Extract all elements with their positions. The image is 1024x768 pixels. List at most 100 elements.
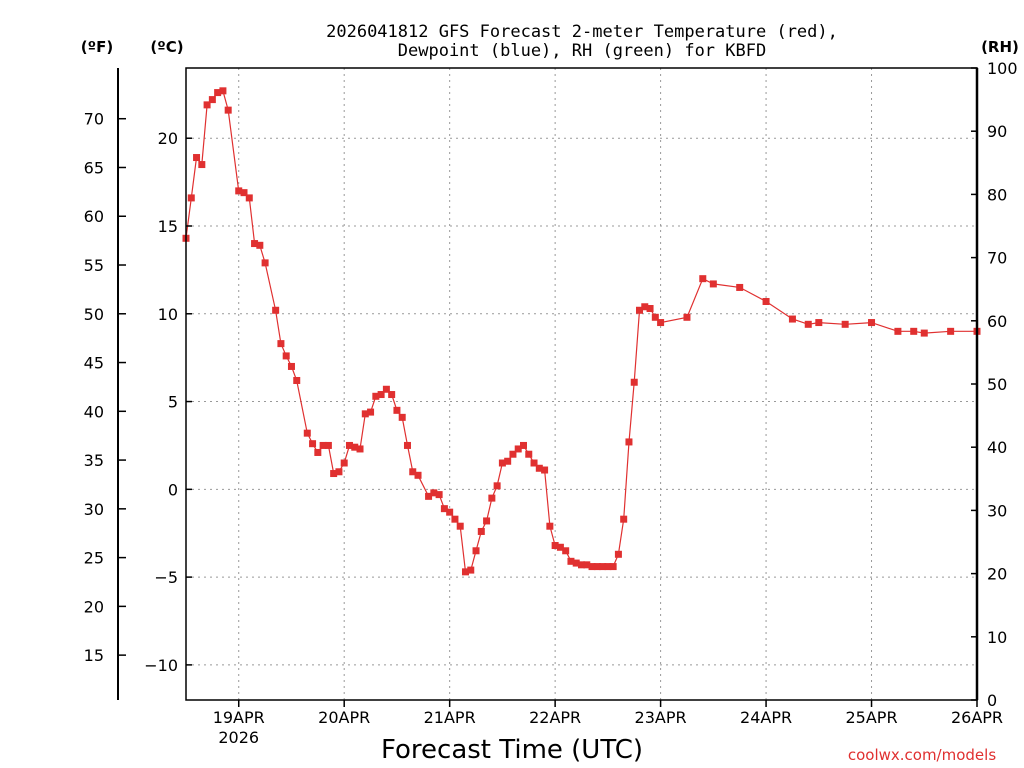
x-tick-label: 24APR (740, 708, 792, 727)
temperature-c-point (345, 441, 353, 449)
temperature-c-point (372, 392, 380, 400)
temperature-c-point (556, 543, 564, 551)
temperature-c-point (646, 305, 654, 313)
fahrenheit-tick-label: 70 (84, 110, 104, 129)
temperature-c-point (303, 429, 311, 437)
temperature-c-point (572, 559, 580, 567)
fahrenheit-tick-label: 30 (84, 500, 104, 519)
temperature-c-point (446, 508, 454, 516)
temperature-c-point (947, 327, 955, 335)
temperature-c-point (567, 557, 575, 565)
temperature-c-point (245, 194, 253, 202)
celsius-tick-label: 10 (158, 305, 178, 324)
temperature-c-point (309, 440, 317, 448)
axes: 15 20 25 30 35 40 45 50 55 60 65 70 −10 −5 0 5 10 15 20 0 10… (84, 59, 1018, 747)
temperature-c-point (472, 547, 480, 555)
temperature-c-point (382, 385, 390, 393)
temperature-c-point (330, 470, 338, 478)
temperature-c-point (920, 329, 928, 337)
temperature-c-point (430, 489, 438, 497)
title-line-2: Dewpoint (blue), RH (green) for KBFD (398, 41, 766, 61)
temperature-c-point (477, 527, 485, 535)
x-tick-label: 25APR (845, 708, 897, 727)
temperature-c-point (240, 189, 248, 197)
temperature-c-point (356, 445, 364, 453)
x-tick-label: 23APR (635, 708, 687, 727)
rh-tick-label: 90 (987, 122, 1007, 141)
temperature-c-point (451, 515, 459, 523)
temperature-c-point (868, 319, 876, 327)
rh-tick-label: 100 (987, 59, 1018, 78)
temperature-c-point (488, 494, 496, 502)
temperature-c-point (709, 280, 717, 288)
celsius-unit-label: (ºC) (150, 38, 183, 56)
temperature-c-point (277, 340, 285, 348)
temperature-c-point (203, 101, 211, 109)
fahrenheit-tick-label: 15 (84, 646, 104, 665)
temperature-c-line (185, 90, 977, 573)
temperature-c-point (593, 563, 601, 571)
temperature-c-point (256, 241, 264, 249)
temperature-c-point (425, 492, 433, 500)
temperature-c-point (604, 563, 612, 571)
rh-unit-label: (RH) (981, 38, 1019, 56)
celsius-tick-label: 0 (168, 480, 178, 499)
temperature-c-point (435, 491, 443, 499)
fahrenheit-tick-label: 65 (84, 158, 104, 177)
temperature-c-point (377, 391, 385, 399)
fahrenheit-tick-label: 60 (84, 207, 104, 226)
temperature-c-point (657, 319, 665, 327)
temperature-c-point (340, 459, 348, 467)
rh-tick-label: 60 (987, 312, 1007, 331)
temperature-c-point (335, 468, 343, 476)
temperature-c-point (519, 441, 527, 449)
temperature-c-point (498, 459, 506, 467)
temperature-c-point (699, 275, 707, 283)
temperature-c-point (504, 457, 512, 465)
x-tick-label: 21APR (424, 708, 476, 727)
temperature-c-point (535, 464, 543, 472)
fahrenheit-unit-label: (ºF) (81, 38, 113, 56)
temperature-c-point (367, 408, 375, 416)
temperature-c-point (636, 306, 644, 314)
temperature-c-point (193, 154, 201, 162)
temperature-c-point (361, 410, 369, 418)
fahrenheit-tick-label: 20 (84, 597, 104, 616)
temperature-c-point (403, 441, 411, 449)
temperature-c-point (551, 542, 559, 550)
temperature-c-point (625, 438, 633, 446)
temperature-c-point (509, 450, 517, 458)
temperature-c-point (187, 194, 195, 202)
temperature-c-point (293, 376, 301, 384)
fahrenheit-tick-label: 35 (84, 451, 104, 470)
temperature-c-point (282, 352, 290, 360)
temperature-c-point (578, 561, 585, 569)
temperature-c-point (235, 187, 243, 195)
temperature-c-point (514, 445, 522, 453)
temperature-c-point (620, 515, 628, 523)
fahrenheit-tick-label: 50 (84, 305, 104, 324)
temperature-c-point (894, 327, 902, 335)
rh-tick-label: 0 (987, 691, 997, 710)
temperature-c-point (261, 259, 269, 267)
temperature-c-point (683, 313, 691, 321)
celsius-tick-label: 20 (158, 129, 178, 148)
fahrenheit-tick-label: 55 (84, 256, 104, 275)
fahrenheit-tick-label: 25 (84, 549, 104, 568)
temperature-c-point (588, 563, 596, 571)
temperature-c-point (599, 563, 607, 571)
temperature-c-point (388, 391, 396, 399)
temperature-c-point (198, 161, 206, 169)
temperature-c-point (393, 406, 401, 414)
temperature-c-point (630, 378, 638, 386)
temperature-c-point (398, 413, 406, 421)
temperature-c-point (272, 306, 280, 314)
temperature-c-point (351, 443, 359, 451)
temperature-c-point (287, 362, 295, 370)
temperature-c-point (762, 297, 770, 305)
x-tick-label: 19APR (213, 708, 265, 727)
temperature-c-point (319, 441, 327, 449)
temperature-c-point (583, 561, 591, 569)
temperature-c-point (493, 482, 501, 490)
temperature-c-point (467, 566, 475, 574)
